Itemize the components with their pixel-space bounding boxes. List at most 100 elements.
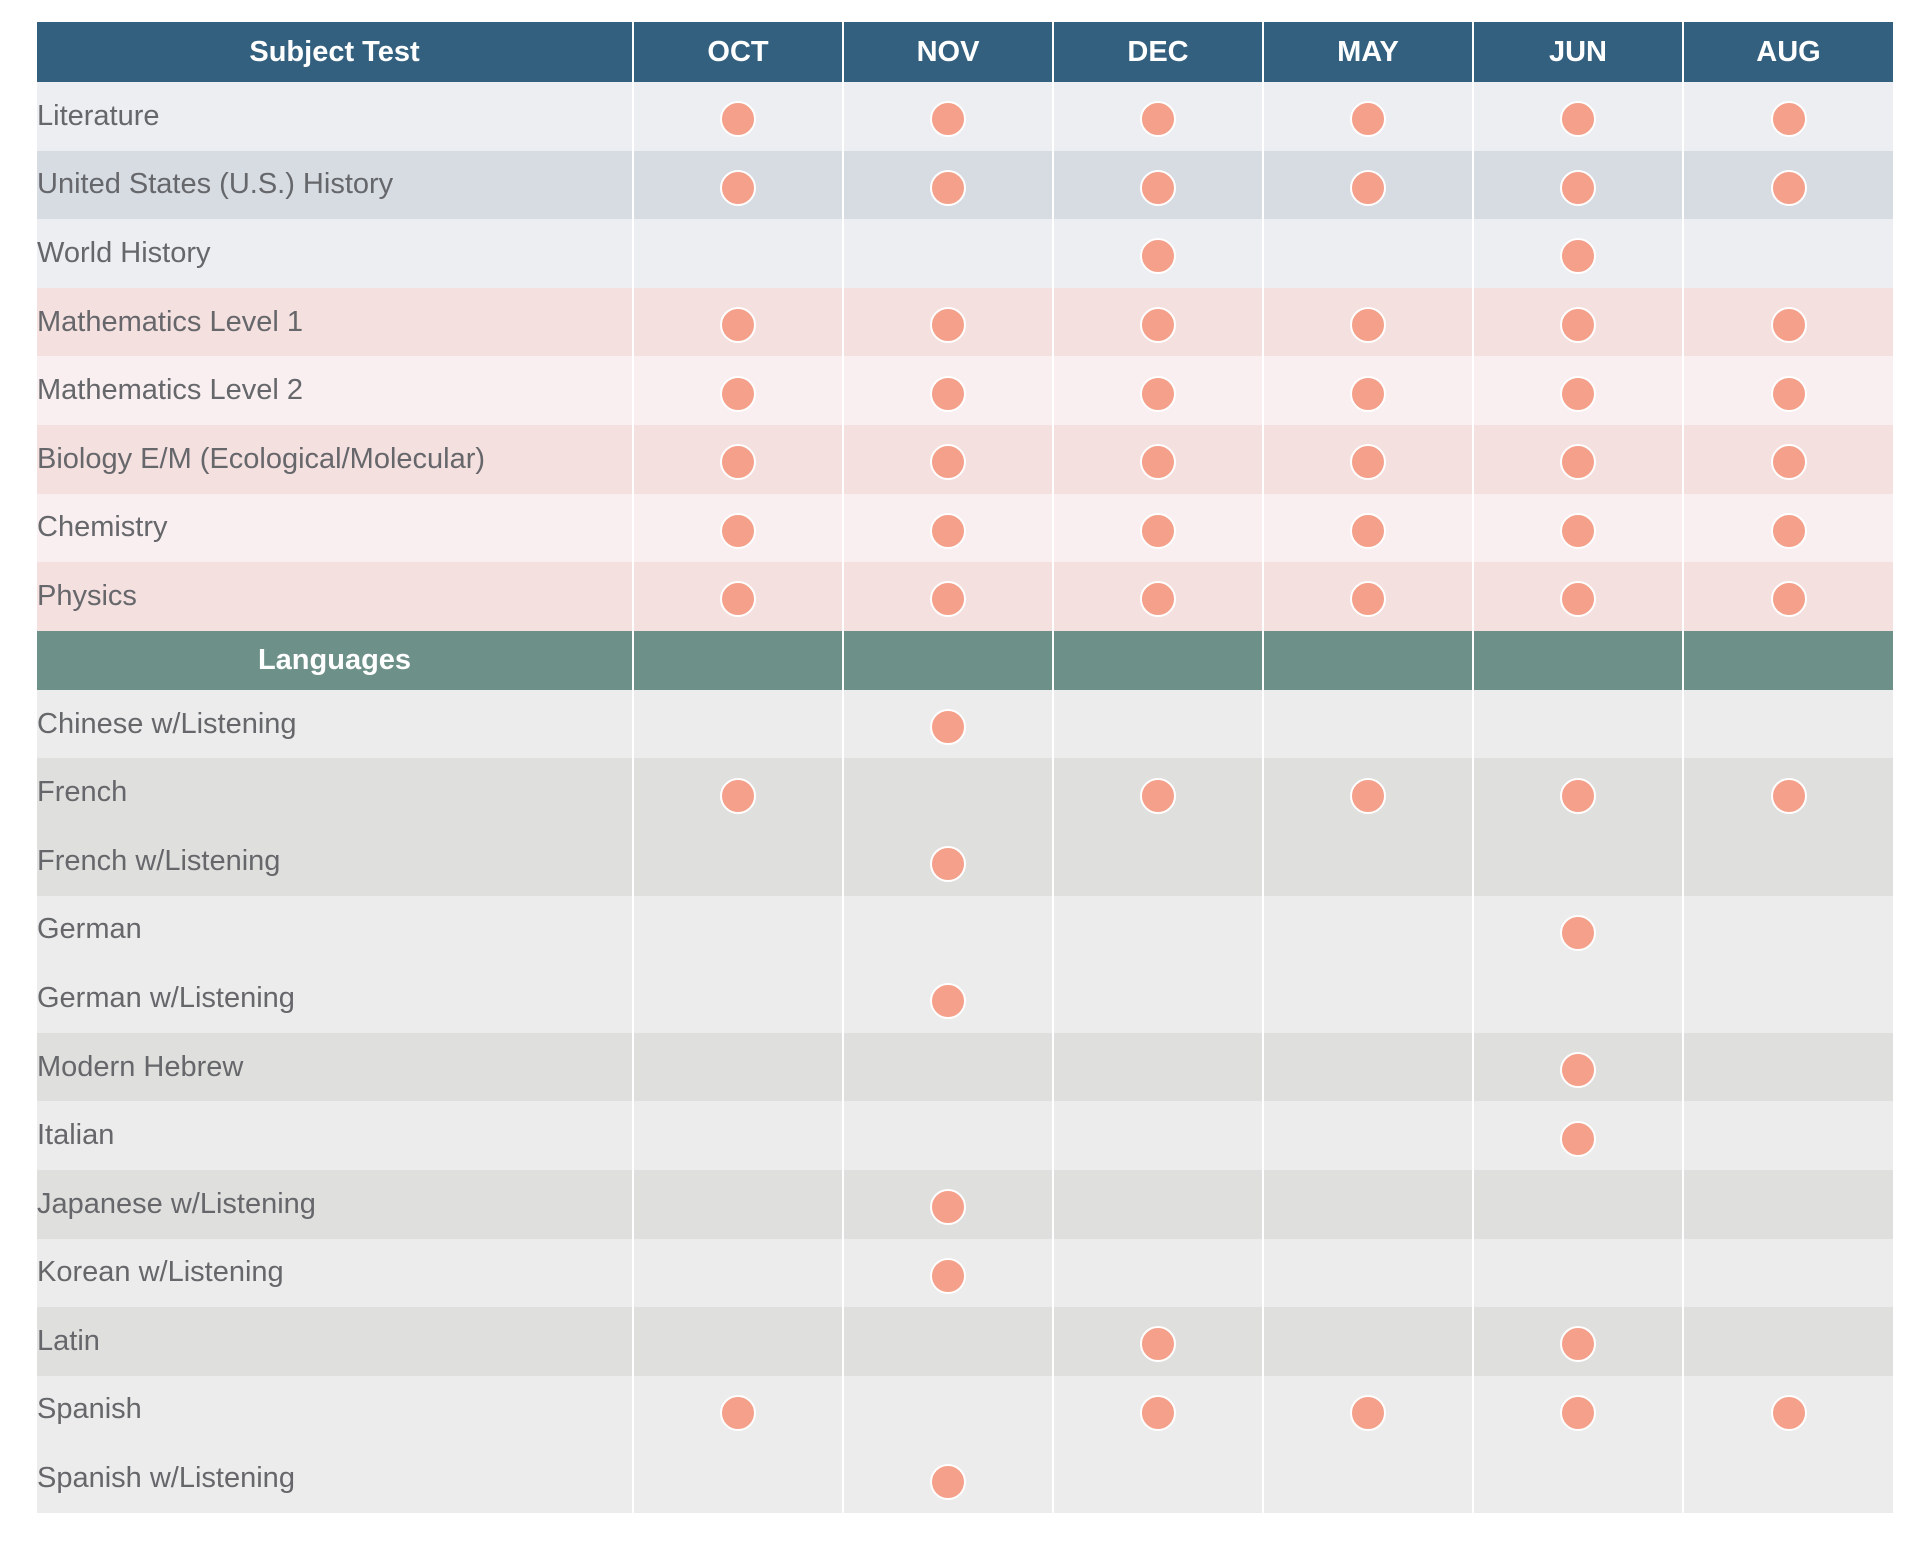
- date-cell-oct: [632, 1101, 844, 1170]
- offered-dot-icon: [930, 169, 966, 206]
- date-cell-nov: [842, 1169, 1054, 1239]
- date-cell-may: [1262, 826, 1474, 896]
- date-cell-oct: [632, 895, 844, 965]
- date-cell-oct: [632, 758, 844, 827]
- offered-dot-icon: [930, 307, 966, 344]
- languages-header-cell: [1682, 630, 1893, 690]
- date-cell-nov: [842, 1444, 1054, 1513]
- offered-dot-icon: [1140, 581, 1176, 618]
- date-cell-may: [1262, 356, 1474, 425]
- date-cell-jun: [1472, 562, 1684, 631]
- offered-dot-icon: [1770, 101, 1807, 138]
- date-cell-may: [1262, 1307, 1474, 1376]
- date-cell-nov: [842, 424, 1054, 494]
- subject-name: German: [37, 895, 634, 965]
- date-cell-aug: [1682, 1307, 1893, 1376]
- offered-dot-icon: [720, 307, 756, 344]
- table-row: Latin: [37, 1307, 1893, 1376]
- date-cell-nov: [842, 689, 1054, 759]
- offered-dot-icon: [1770, 444, 1807, 481]
- offered-dot-icon: [720, 101, 756, 138]
- date-cell-jun: [1472, 1032, 1684, 1102]
- offered-dot-icon: [1140, 238, 1176, 275]
- date-cell-oct: [632, 1375, 844, 1445]
- offered-dot-icon: [930, 512, 966, 549]
- languages-section-label: Languages: [37, 630, 634, 690]
- subject-test-schedule-table: Subject Test OCT NOV DEC MAY JUN AUG Lit…: [37, 22, 1893, 1513]
- table-row: Literature: [37, 82, 1893, 151]
- offered-dot-icon: [1770, 169, 1807, 206]
- date-cell-may: [1262, 964, 1474, 1033]
- date-cell-nov: [842, 150, 1054, 220]
- date-cell-oct: [632, 219, 844, 288]
- date-cell-may: [1262, 562, 1474, 631]
- table-row: Spanish: [37, 1375, 1893, 1445]
- table-row: United States (U.S.) History: [37, 150, 1893, 220]
- date-cell-aug: [1682, 1238, 1893, 1308]
- offered-dot-icon: [930, 1189, 966, 1226]
- date-cell-may: [1262, 493, 1474, 563]
- date-cell-dec: [1052, 424, 1264, 494]
- date-cell-may: [1262, 1375, 1474, 1445]
- table-row: Biology E/M (Ecological/Molecular): [37, 424, 1893, 494]
- subject-name: Chinese w/Listening: [37, 689, 634, 759]
- subject-name: Spanish: [37, 1375, 634, 1445]
- date-cell-aug: [1682, 82, 1893, 151]
- subjects-section: Literature United States (U.S.) History Wo…: [37, 82, 1893, 631]
- table-row: Physics: [37, 562, 1893, 631]
- date-cell-aug: [1682, 895, 1893, 965]
- date-cell-may: [1262, 1032, 1474, 1102]
- date-cell-aug: [1682, 964, 1893, 1033]
- date-cell-oct: [632, 1032, 844, 1102]
- date-cell-nov: [842, 895, 1054, 965]
- date-cell-nov: [842, 1307, 1054, 1376]
- table-row: German: [37, 895, 1893, 965]
- offered-dot-icon: [1350, 444, 1386, 481]
- date-cell-aug: [1682, 1101, 1893, 1170]
- date-cell-may: [1262, 219, 1474, 288]
- offered-dot-icon: [1140, 512, 1176, 549]
- offered-dot-icon: [720, 1394, 756, 1431]
- date-cell-aug: [1682, 826, 1893, 896]
- column-header-may: MAY: [1262, 22, 1474, 82]
- table-row: Chemistry: [37, 493, 1893, 563]
- languages-header-cell: [632, 630, 844, 690]
- offered-dot-icon: [930, 1257, 966, 1294]
- offered-dot-icon: [1560, 101, 1596, 138]
- date-cell-nov: [842, 1032, 1054, 1102]
- subject-name: French: [37, 758, 634, 827]
- date-cell-may: [1262, 758, 1474, 827]
- date-cell-dec: [1052, 287, 1264, 357]
- date-cell-nov: [842, 219, 1054, 288]
- offered-dot-icon: [720, 375, 756, 412]
- offered-dot-icon: [1560, 1394, 1596, 1431]
- date-cell-dec: [1052, 895, 1264, 965]
- date-cell-dec: [1052, 1375, 1264, 1445]
- subject-name: Modern Hebrew: [37, 1032, 634, 1102]
- date-cell-nov: [842, 1375, 1054, 1445]
- column-header-dec: DEC: [1052, 22, 1264, 82]
- date-cell-oct: [632, 1238, 844, 1308]
- offered-dot-icon: [1350, 512, 1386, 549]
- offered-dot-icon: [1350, 1394, 1386, 1431]
- languages-header-cell: [1472, 630, 1684, 690]
- date-cell-dec: [1052, 219, 1264, 288]
- languages-header-cell: [1262, 630, 1474, 690]
- date-cell-dec: [1052, 1101, 1264, 1170]
- date-cell-aug: [1682, 1375, 1893, 1445]
- date-cell-jun: [1472, 493, 1684, 563]
- date-cell-oct: [632, 493, 844, 563]
- date-cell-dec: [1052, 1307, 1264, 1376]
- date-cell-may: [1262, 1444, 1474, 1513]
- offered-dot-icon: [1140, 375, 1176, 412]
- date-cell-jun: [1472, 1238, 1684, 1308]
- offered-dot-icon: [720, 169, 756, 206]
- table-row: Italian: [37, 1101, 1893, 1170]
- subject-name: Latin: [37, 1307, 634, 1376]
- offered-dot-icon: [1560, 444, 1596, 481]
- table-row: Spanish w/Listening: [37, 1444, 1893, 1513]
- subject-name: Biology E/M (Ecological/Molecular): [37, 424, 634, 494]
- date-cell-oct: [632, 562, 844, 631]
- offered-dot-icon: [1140, 169, 1176, 206]
- date-cell-jun: [1472, 826, 1684, 896]
